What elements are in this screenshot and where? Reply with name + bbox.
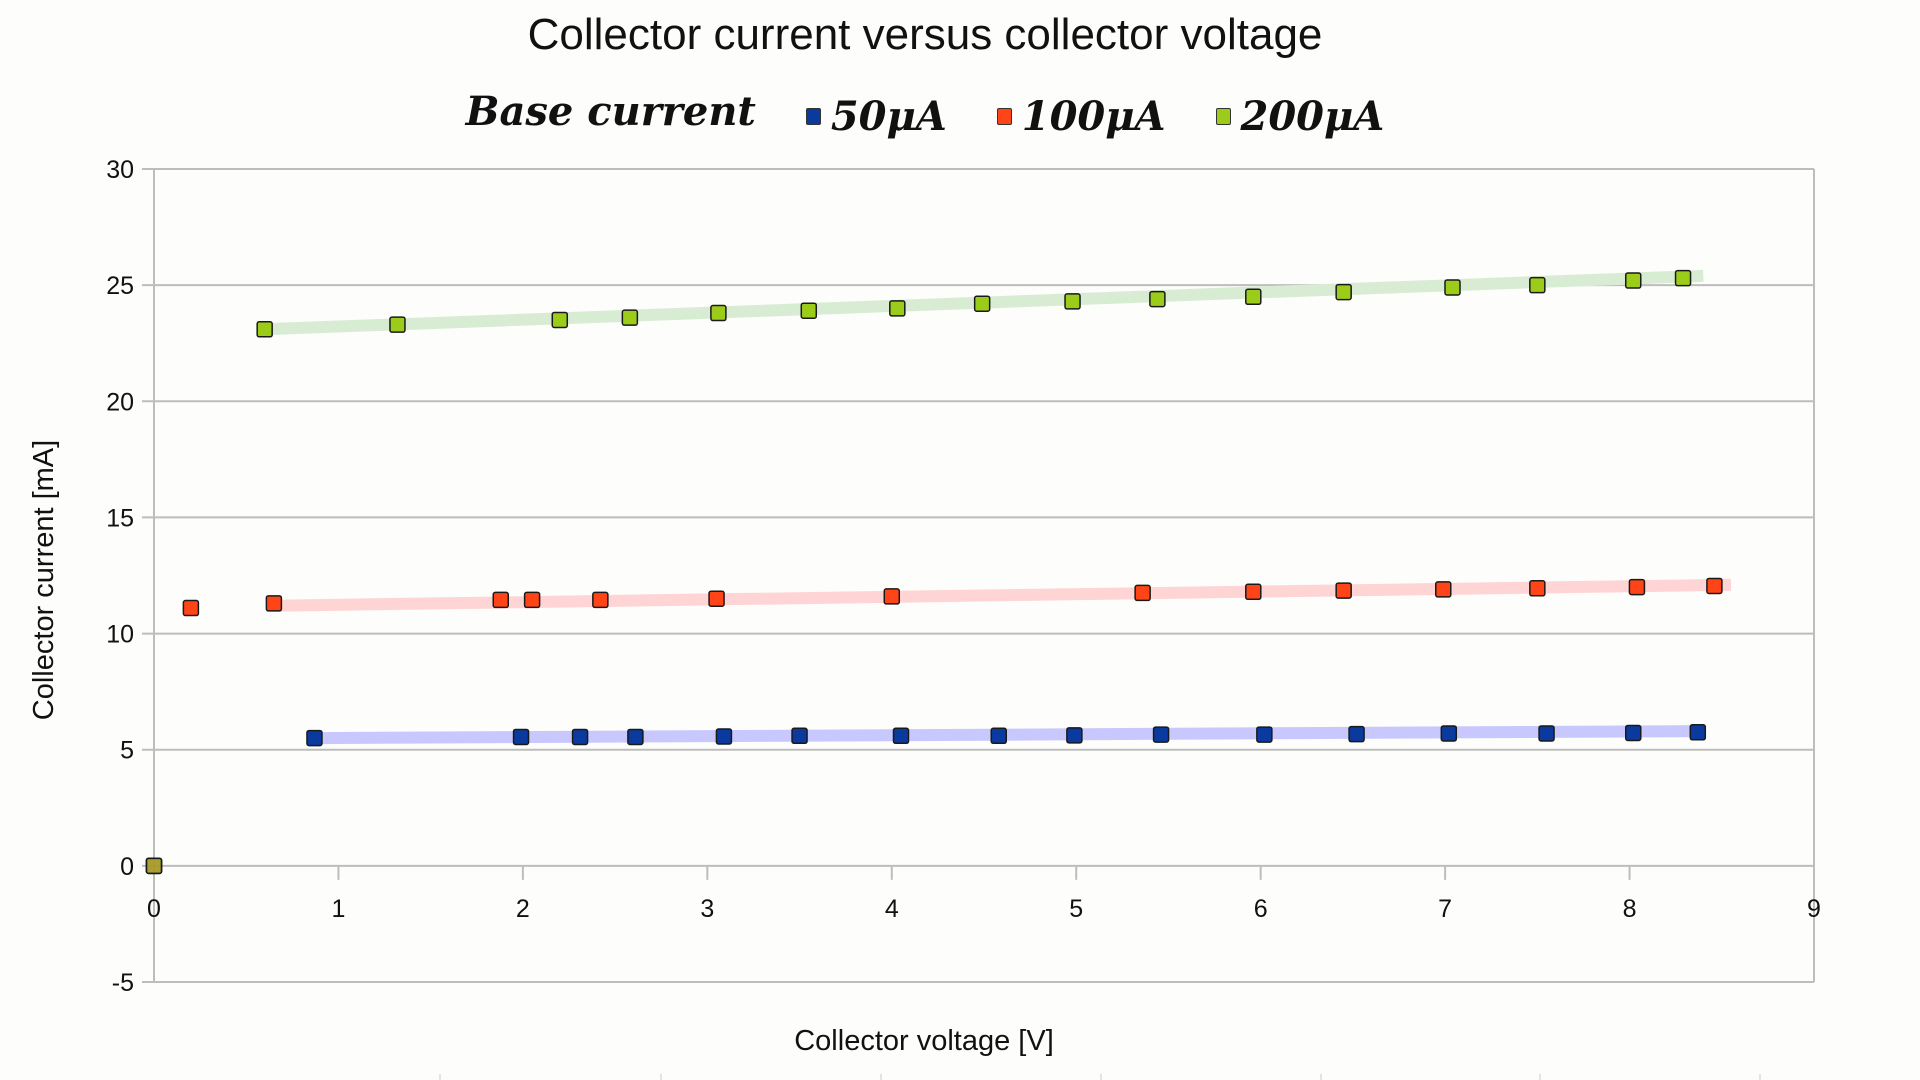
data-point-series-0 [715, 728, 733, 745]
y-tick-label: 30 [106, 156, 134, 184]
y-tick-label: 15 [106, 504, 134, 532]
legend-label: 50μA [830, 93, 947, 140]
data-point-series-1 [592, 591, 609, 609]
data-point-series-2 [145, 857, 163, 875]
data-point-series-0 [627, 728, 644, 746]
data-point-series-0 [571, 728, 589, 746]
y-tick-label: 5 [120, 737, 134, 765]
data-point-series-2 [1149, 290, 1166, 308]
data-point-series-0 [1066, 727, 1083, 744]
data-point-series-2 [1064, 293, 1081, 310]
data-point-series-2 [1245, 288, 1262, 306]
legend-swatch [805, 108, 821, 125]
chart-title: Collector current versus collector volta… [527, 10, 1323, 59]
legend-label: 100μA [1021, 93, 1166, 140]
data-point-series-0 [1624, 724, 1642, 742]
x-tick-label: 2 [516, 895, 530, 923]
data-point-series-0 [1348, 725, 1365, 743]
data-point-series-2 [1674, 269, 1692, 287]
data-point-series-2 [710, 304, 727, 322]
data-point-series-1 [708, 590, 725, 607]
trendline-series-1 [273, 578, 1732, 612]
y-tick-label: 20 [106, 388, 134, 416]
x-tick-label: 3 [700, 895, 714, 923]
trendline-series-0 [310, 725, 1704, 745]
data-point-series-0 [306, 729, 323, 747]
x-tick-label: 9 [1807, 895, 1821, 923]
data-point-series-1 [1245, 583, 1262, 601]
data-point-series-0 [1689, 724, 1707, 741]
legend-swatch [996, 108, 1012, 125]
y-tick-label: 0 [120, 853, 134, 881]
data-point-series-0 [892, 727, 910, 745]
data-point-series-1 [1435, 581, 1452, 598]
data-point-series-1 [883, 588, 901, 605]
x-axis-title: Collector voltage [V] [794, 1025, 1054, 1057]
x-tick-label: 5 [1069, 895, 1083, 923]
y-tick-label: 10 [106, 621, 134, 649]
legend-title: Base current [465, 88, 756, 135]
data-point-series-2 [256, 321, 273, 338]
data-point-series-1 [523, 591, 541, 609]
legend-swatch [1215, 108, 1231, 125]
data-point-series-2 [1624, 272, 1642, 289]
data-point-series-2 [973, 295, 991, 312]
x-tick-label: 6 [1254, 895, 1268, 923]
data-point-series-0 [1538, 725, 1555, 742]
data-point-series-2 [1529, 276, 1546, 294]
legend-item-100ua: 100μA [996, 93, 1166, 140]
legend-item-50ua: 50μA [805, 93, 947, 140]
data-point-series-2 [621, 309, 639, 326]
data-point-series-1 [1628, 578, 1646, 596]
legend: Base current 50μA 100μA 200μA [0, 88, 1850, 140]
data-point-series-2 [551, 311, 569, 329]
data-point-series-0 [990, 727, 1008, 745]
data-point-series-2 [1444, 279, 1461, 296]
x-tick-label: 1 [331, 895, 345, 923]
y-tick-label: 25 [106, 272, 134, 300]
data-point-series-1 [1134, 584, 1151, 602]
legend-item-200ua: 200μA [1215, 93, 1385, 140]
data-point-series-0 [1256, 726, 1273, 743]
data-point-series-1 [182, 599, 200, 617]
data-point-series-0 [1440, 725, 1458, 742]
x-tick-label: 0 [147, 895, 161, 923]
data-point-series-1 [1529, 580, 1546, 597]
data-point-series-1 [492, 591, 510, 609]
data-point-series-1 [1335, 582, 1352, 599]
data-point-series-2 [889, 300, 906, 317]
data-point-series-1 [265, 595, 283, 612]
legend-label: 200μA [1240, 93, 1385, 140]
data-point-series-2 [1335, 283, 1352, 301]
x-tick-label: 8 [1623, 895, 1637, 923]
data-point-series-2 [389, 316, 406, 333]
y-axis-title: Collector current [mA] [28, 440, 60, 720]
x-tick-label: 7 [1438, 895, 1452, 923]
x-tick-label: 4 [885, 895, 899, 923]
data-point-series-0 [1152, 726, 1170, 743]
y-tick-label: -5 [112, 969, 134, 997]
data-point-series-0 [791, 727, 808, 745]
data-point-series-0 [512, 728, 530, 746]
data-point-series-2 [800, 302, 818, 319]
data-point-series-1 [1706, 577, 1723, 595]
